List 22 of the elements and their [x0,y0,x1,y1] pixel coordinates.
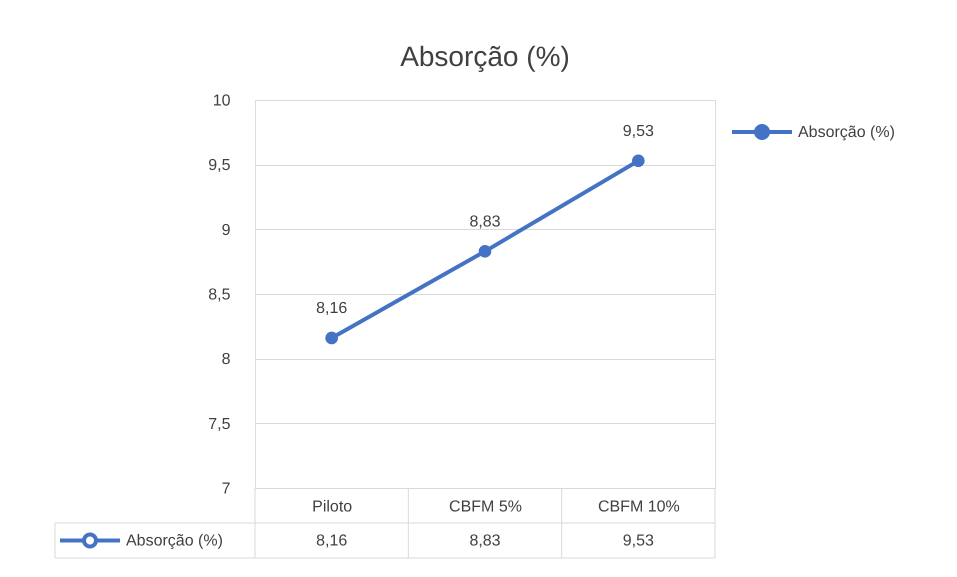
y-tick-label: 10 [212,92,231,110]
data-label: 8,83 [469,532,501,550]
text: 9,53 [622,122,654,140]
y-tick-label: 9 [222,222,231,239]
point [325,332,338,344]
point [478,245,492,258]
point [632,154,645,168]
x-tick-label: Piloto [312,498,352,516]
data-label: 8,16 [316,532,348,550]
text: 8,83 [469,213,501,230]
text: Absorção (%) [126,532,223,550]
legend-label: Absorção (%) [798,124,895,141]
data-label: 9,53 [622,532,654,550]
y-tick-label: 7 [222,480,231,498]
x-tick-label: CBFM 10% [598,498,680,516]
chart-title: Absorção (%) [400,41,570,72]
text: 8,16 [316,300,348,317]
x-tick-label: CBFM 5% [449,498,522,516]
y-tick-label: 9,5 [208,157,231,174]
y-tick-label: 7,5 [208,416,231,433]
y-tick-label: 8 [222,351,231,368]
y-tick-label: 8,5 [208,286,231,304]
